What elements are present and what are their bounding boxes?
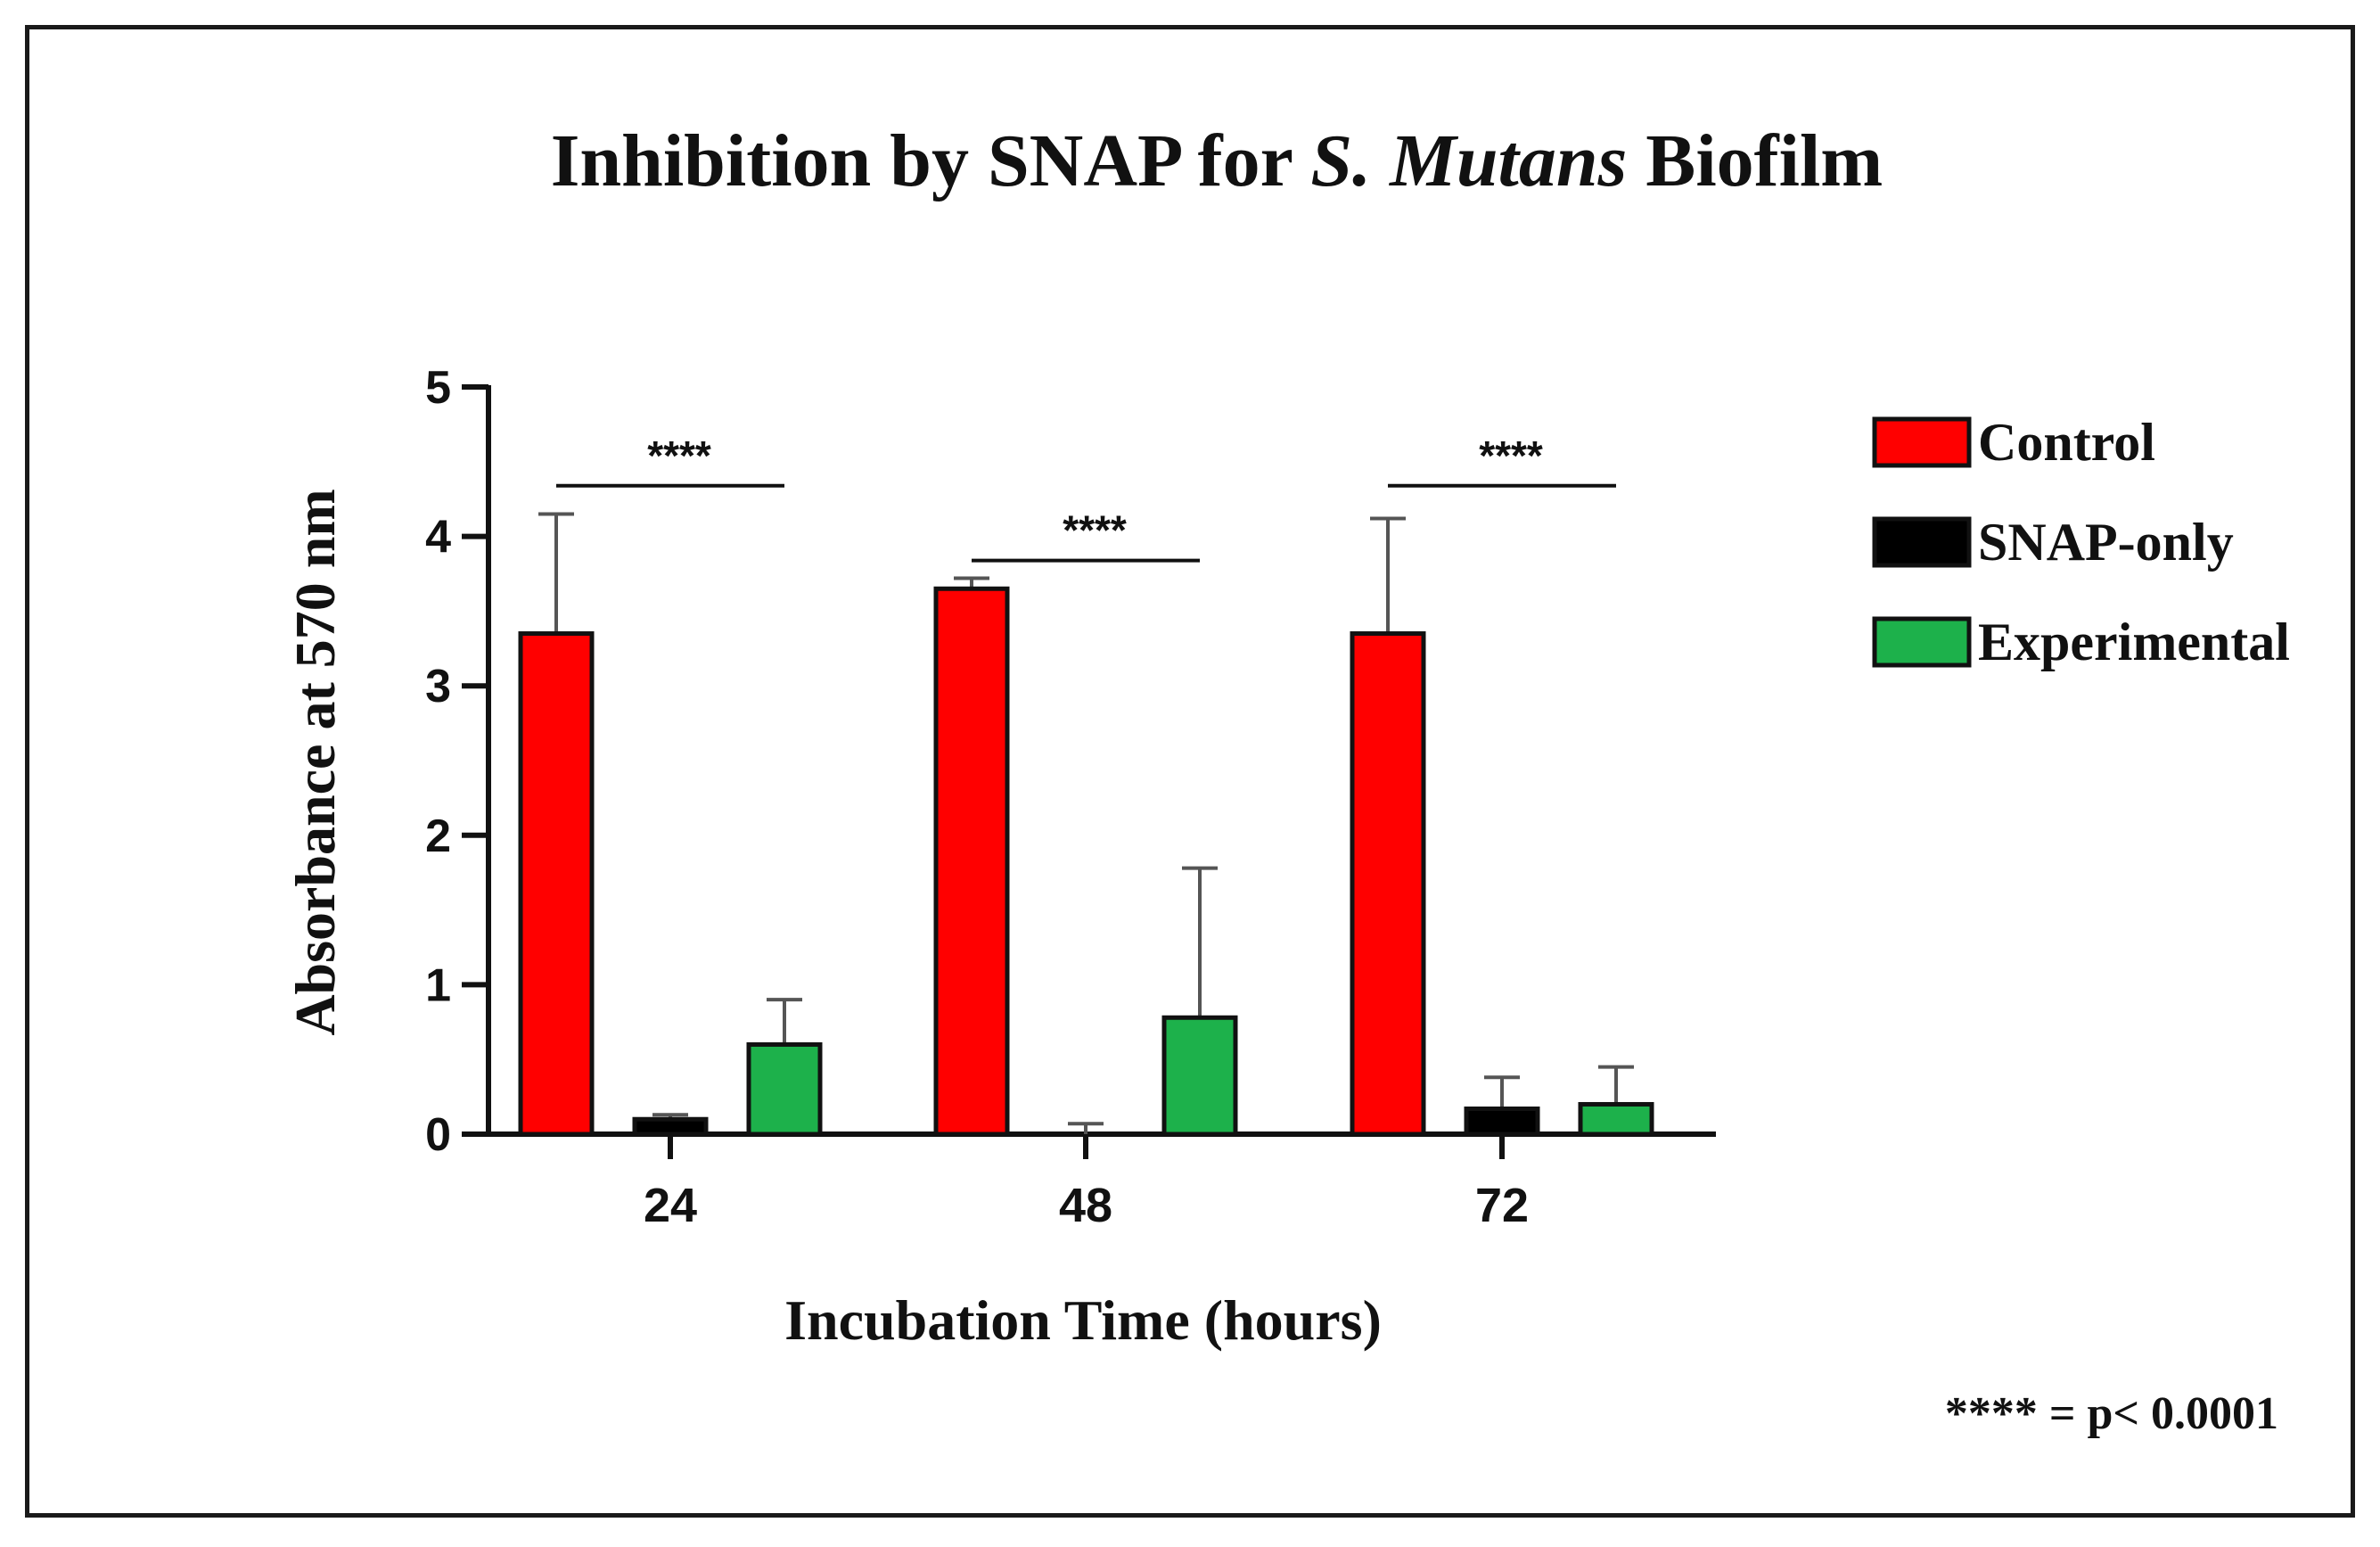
legend-label-experimental: Experimental (1978, 613, 2290, 671)
y-tick-label: 3 (425, 661, 451, 712)
significance-label: **** (1063, 507, 1127, 554)
y-tick-label: 4 (425, 512, 451, 564)
bar-snap-only-24 (632, 1116, 709, 1137)
legend-swatch-experimental (1872, 616, 1972, 668)
y-tick-label: 0 (425, 1109, 451, 1161)
bar-control-72 (1350, 631, 1426, 1137)
bar-control-48 (933, 586, 1010, 1137)
x-tick-label: 72 (1475, 1179, 1529, 1232)
legend-label-control: Control (1978, 413, 2155, 472)
significance-footnote: **** = p< 0.0001 (1945, 1388, 2278, 1439)
chart-title: Inhibition by SNAP for S. Mutans Biofilm (551, 119, 1883, 202)
y-tick-label: 2 (425, 811, 451, 862)
bar-control-24 (518, 631, 595, 1137)
legend-label-snap-only: SNAP-only (1978, 513, 2234, 572)
significance-label: **** (1479, 432, 1543, 479)
significance-label: **** (647, 432, 711, 479)
x-axis-label: Incubation Time (hours) (784, 1288, 1382, 1352)
bar-experimental-48 (1161, 1015, 1238, 1137)
y-tick-label: 5 (425, 362, 451, 414)
x-tick-label: 24 (644, 1179, 697, 1232)
bar-snap-only-72 (1464, 1107, 1540, 1137)
legend: Control SNAP-only Experimental (1872, 413, 2290, 671)
y-tick-label: 1 (425, 959, 451, 1011)
legend-swatch-snap-only (1872, 516, 1972, 568)
bar-experimental-72 (1578, 1101, 1654, 1137)
legend-swatch-control (1872, 416, 1972, 468)
x-tick-label: 48 (1059, 1179, 1112, 1232)
bar-experimental-24 (746, 1041, 823, 1137)
plot-area: 0 1 2 3 4 5 24 48 72 **** **** **** (425, 362, 1716, 1232)
y-axis-label: Absorbance at 570 nm (283, 489, 347, 1035)
chart-frame (25, 25, 2355, 1518)
